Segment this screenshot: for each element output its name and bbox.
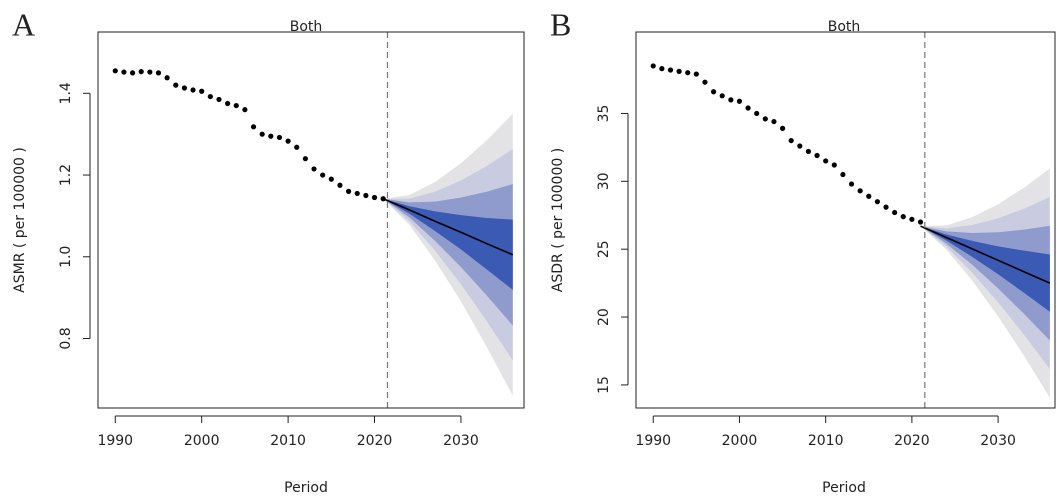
data-point: [207, 93, 213, 100]
x-tick-label: 2000: [722, 433, 758, 449]
x-tick-label: 2020: [894, 433, 930, 449]
panel-letter: B: [550, 6, 571, 42]
data-point: [779, 125, 786, 131]
data-point: [874, 199, 880, 205]
x-tick-label: 2000: [184, 433, 220, 449]
data-point: [216, 96, 222, 103]
data-point: [797, 143, 803, 149]
y-tick-label: 1.2: [58, 164, 74, 186]
y-tick-label: 30: [596, 172, 612, 190]
data-point: [840, 171, 846, 178]
y-axis-label: ASDR ( per 100000 ): [550, 148, 566, 292]
data-point: [685, 70, 691, 76]
y-axis-label: ASMR ( per 100000 ): [12, 147, 28, 293]
data-point: [181, 85, 188, 91]
data-point: [848, 181, 855, 187]
chart-title: Both: [290, 19, 323, 35]
data-point: [155, 70, 162, 76]
x-axis-label: Period: [284, 480, 328, 496]
data-point: [112, 68, 118, 74]
data-point: [693, 71, 699, 77]
plot-frame: [97, 31, 525, 409]
data-point: [320, 172, 326, 178]
data-point: [129, 70, 136, 76]
y-tick-label: 0.8: [58, 327, 74, 349]
data-point: [337, 182, 343, 188]
data-point: [857, 188, 863, 194]
x-tick-label: 1990: [97, 433, 133, 449]
data-point: [676, 68, 682, 74]
x-axis-label: Period: [822, 480, 866, 496]
data-point: [354, 190, 360, 197]
data-point: [823, 158, 829, 164]
data-point: [667, 67, 674, 73]
data-point: [745, 105, 751, 111]
data-point: [259, 131, 265, 137]
fan-band: [383, 198, 513, 290]
panel-letter: A: [12, 6, 35, 42]
data-point: [371, 194, 378, 201]
projection-line: [920, 225, 1051, 284]
x-tick-label: 2010: [808, 433, 844, 449]
panel: B Both Period ASDR ( per 100000 ) 1990 2000 20…: [550, 6, 1056, 496]
data-point: [233, 102, 239, 109]
data-point: [771, 118, 777, 125]
data-point: [710, 89, 717, 95]
fan-band: [920, 226, 1050, 312]
data-point: [294, 144, 300, 150]
data-point: [917, 219, 924, 225]
y-tick-label: 15: [596, 376, 612, 394]
plot-frame: [635, 31, 1056, 409]
data-point: [328, 176, 334, 182]
data-point: [250, 124, 257, 130]
data-point: [268, 133, 274, 139]
data-point: [883, 204, 889, 210]
data-point: [814, 152, 820, 159]
data-point: [147, 69, 153, 75]
chart-title: Both: [828, 19, 861, 35]
data-point: [242, 107, 248, 113]
data-point: [736, 98, 743, 104]
data-point: [719, 93, 725, 99]
data-point: [363, 192, 369, 199]
data-point: [659, 66, 665, 72]
data-point: [650, 63, 656, 69]
data-point: [762, 116, 768, 122]
y-tick-label: 20: [596, 308, 612, 326]
y-tick-label: 35: [596, 105, 612, 123]
data-point: [190, 87, 196, 93]
data-point: [138, 69, 144, 75]
x-tick-label: 1990: [635, 433, 671, 449]
data-point: [831, 162, 837, 168]
projection-line: [382, 198, 514, 256]
data-point: [285, 138, 291, 144]
data-point: [345, 188, 352, 194]
data-point: [225, 100, 231, 107]
x-tick-label: 2020: [357, 433, 393, 449]
y-tick-label: 1.0: [58, 246, 74, 268]
data-point: [164, 75, 170, 81]
data-point: [728, 97, 734, 103]
y-tick-label: 1.4: [58, 82, 74, 104]
x-tick-label: 2010: [270, 433, 306, 449]
data-point: [302, 156, 308, 162]
data-point: [892, 209, 898, 216]
data-point: [805, 148, 812, 155]
data-point: [900, 214, 906, 220]
data-point: [121, 69, 127, 75]
data-point: [199, 88, 205, 94]
panel: A Both Period ASMR ( per 100000 ) 1990 2000 20…: [12, 6, 525, 496]
x-tick-label: 2030: [980, 433, 1016, 449]
data-point: [173, 82, 179, 88]
data-point: [866, 193, 872, 199]
data-point: [788, 137, 794, 144]
data-point: [311, 166, 317, 172]
data-point: [754, 110, 760, 117]
data-point: [276, 134, 283, 141]
y-tick-label: 25: [596, 240, 612, 258]
data-point: [702, 79, 708, 85]
x-tick-label: 2030: [443, 433, 479, 449]
data-point: [909, 216, 915, 222]
